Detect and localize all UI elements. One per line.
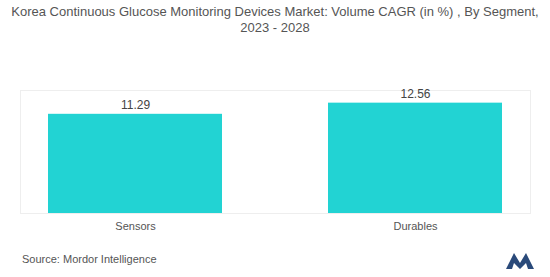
svg-text:Sensors: Sensors (115, 220, 156, 232)
svg-text:Durables: Durables (393, 220, 438, 232)
html-text:Source: Mordor Intelligence: Source: Mordor Intelligence (22, 253, 157, 265)
svg-text:11.29: 11.29 (121, 98, 150, 112)
html-text:Korea Continuous Glucose Monit: Korea Continuous Glucose Monitoring Devi… (11, 4, 539, 35)
svg-text:12.56: 12.56 (400, 87, 430, 101)
